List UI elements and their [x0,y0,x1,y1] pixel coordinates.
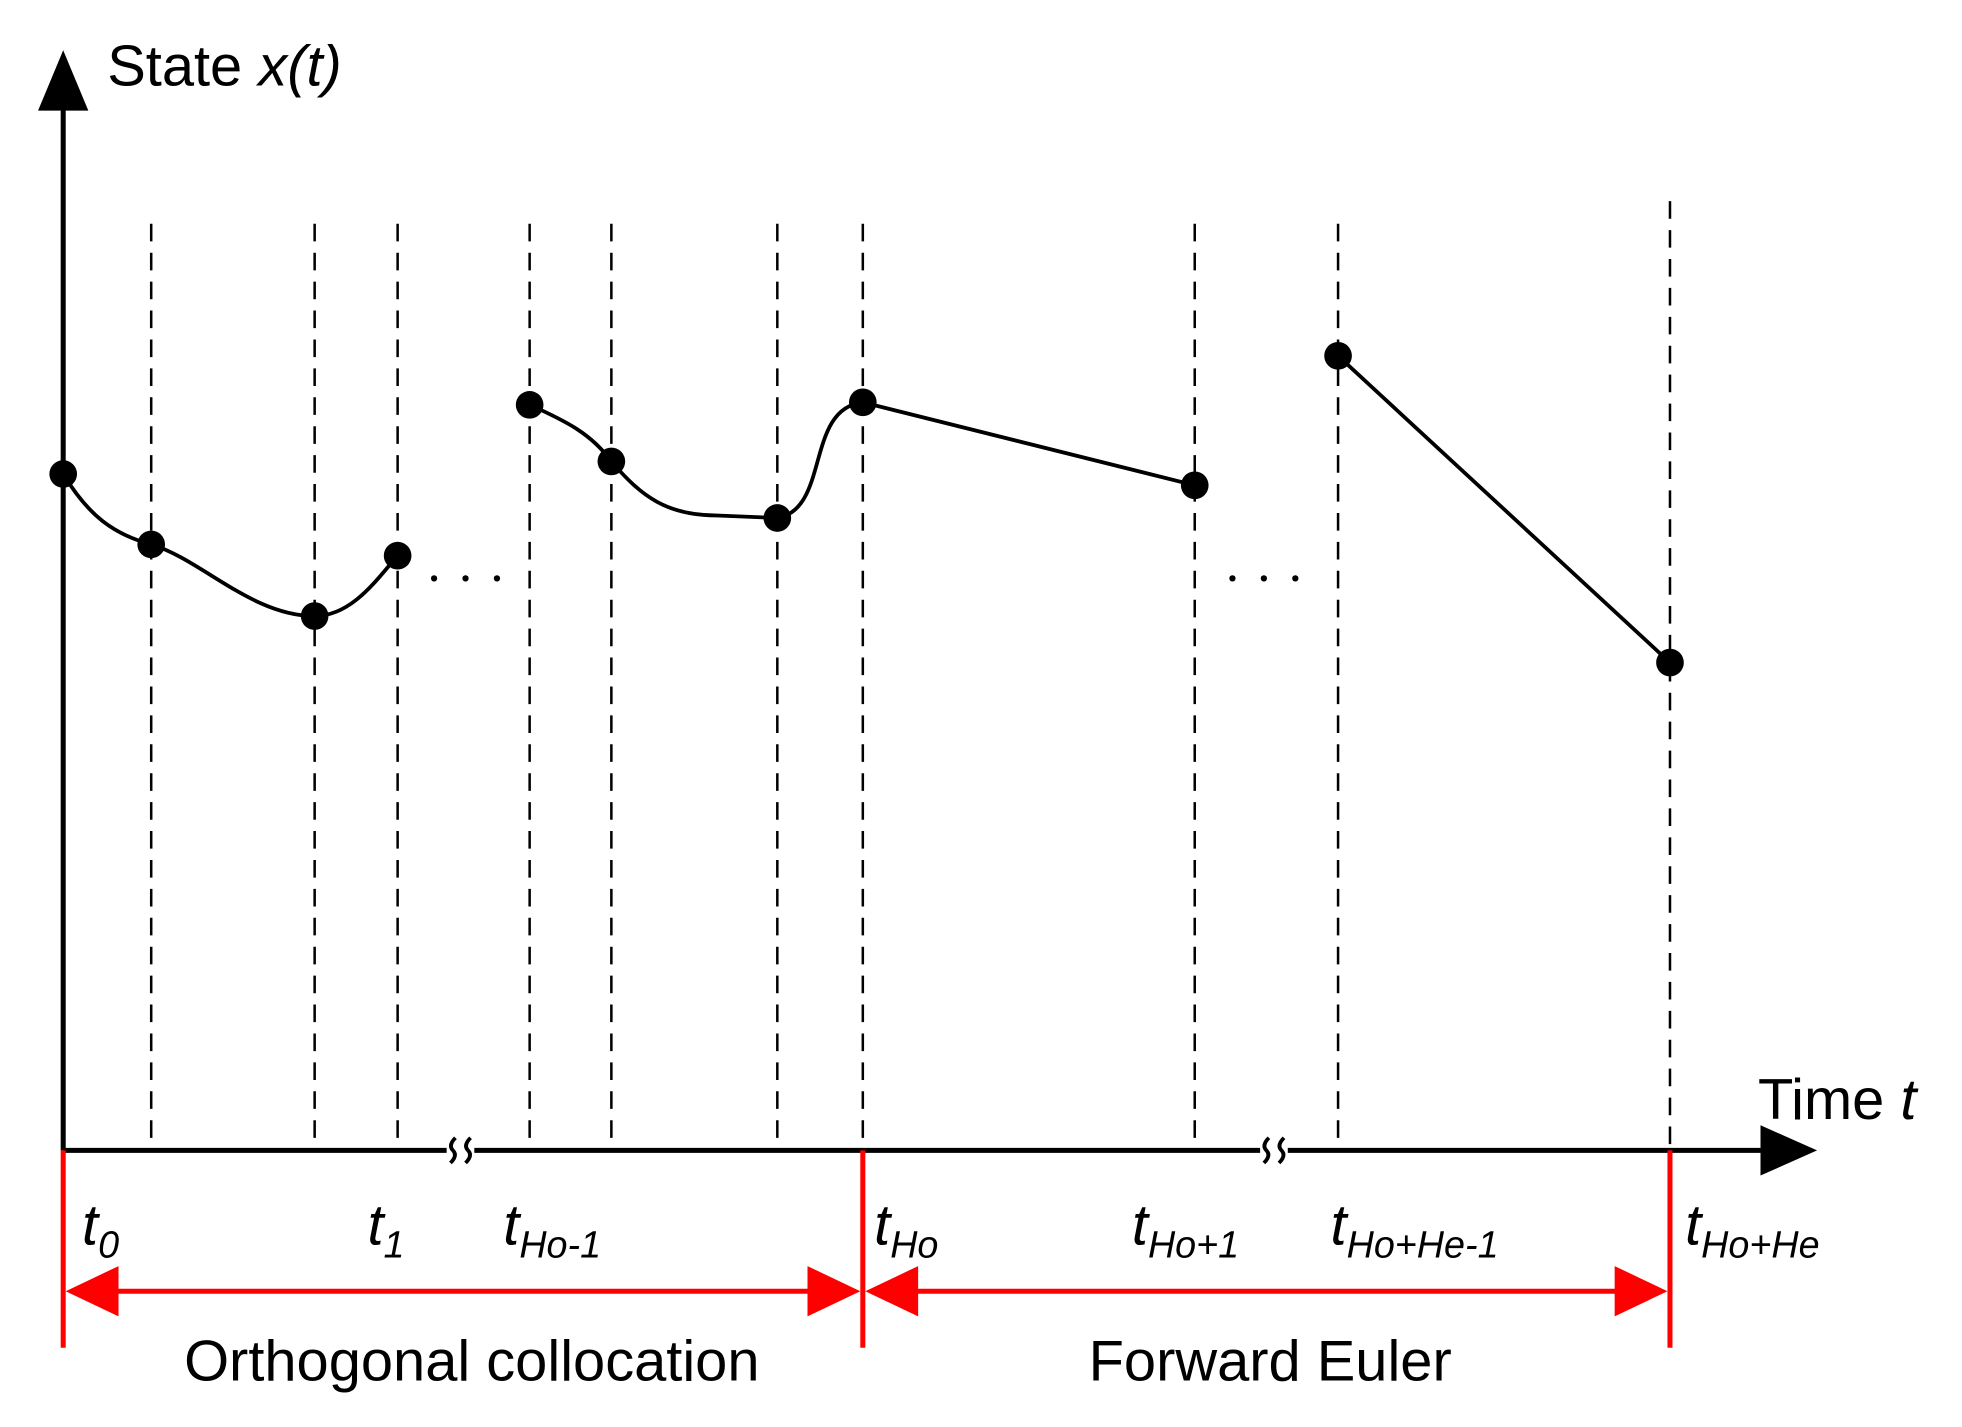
tick-subscript: Ho [890,1223,938,1265]
tick-subscript: Ho+He [1701,1223,1819,1265]
tick-subscript: Ho+1 [1148,1223,1239,1265]
state-curves [61,354,1672,664]
tick-subscript: 0 [98,1223,119,1265]
tick-base: t [367,1194,386,1258]
region-label: Forward Euler [1089,1329,1452,1393]
tick-label: tHo+He [1685,1194,1820,1266]
axes [38,50,1818,1176]
y-axis-label: State x(t) [107,34,342,98]
tick-label: t1 [367,1194,404,1266]
region-markers [60,1150,1673,1348]
tick-subscript: Ho+He-1 [1347,1223,1499,1265]
tick-subscript: 1 [384,1223,405,1265]
y-axis-variable: x(t) [255,34,342,98]
y-axis-title: State [107,34,242,98]
x-axis-variable: t [1900,1068,1919,1132]
tick-label: tHo-1 [503,1194,601,1266]
x-axis-label: Time t [1758,1068,1919,1132]
tick-subscript: Ho-1 [519,1223,601,1265]
ellipsis [430,575,1299,582]
tick-base: t [503,1194,522,1258]
tick-label: tHo+He-1 [1331,1194,1499,1266]
grid-lines [149,201,1672,1151]
state-points [49,341,1684,677]
tick-base: t [82,1194,101,1258]
tick-base: t [874,1194,893,1258]
tick-base: t [1685,1194,1704,1258]
x-axis-title: Time [1758,1068,1884,1132]
tick-base: t [1132,1194,1151,1258]
tick-label: t0 [82,1194,119,1266]
tick-label: tHo [874,1194,938,1266]
tick-base: t [1331,1194,1350,1258]
tick-label: tHo+1 [1132,1194,1239,1266]
region-label: Orthogonal collocation [184,1329,759,1393]
tick-labels: t0 t1 tHo-1 tHo tHo+1 tHo+He-1 tHo+He [82,1194,1820,1266]
